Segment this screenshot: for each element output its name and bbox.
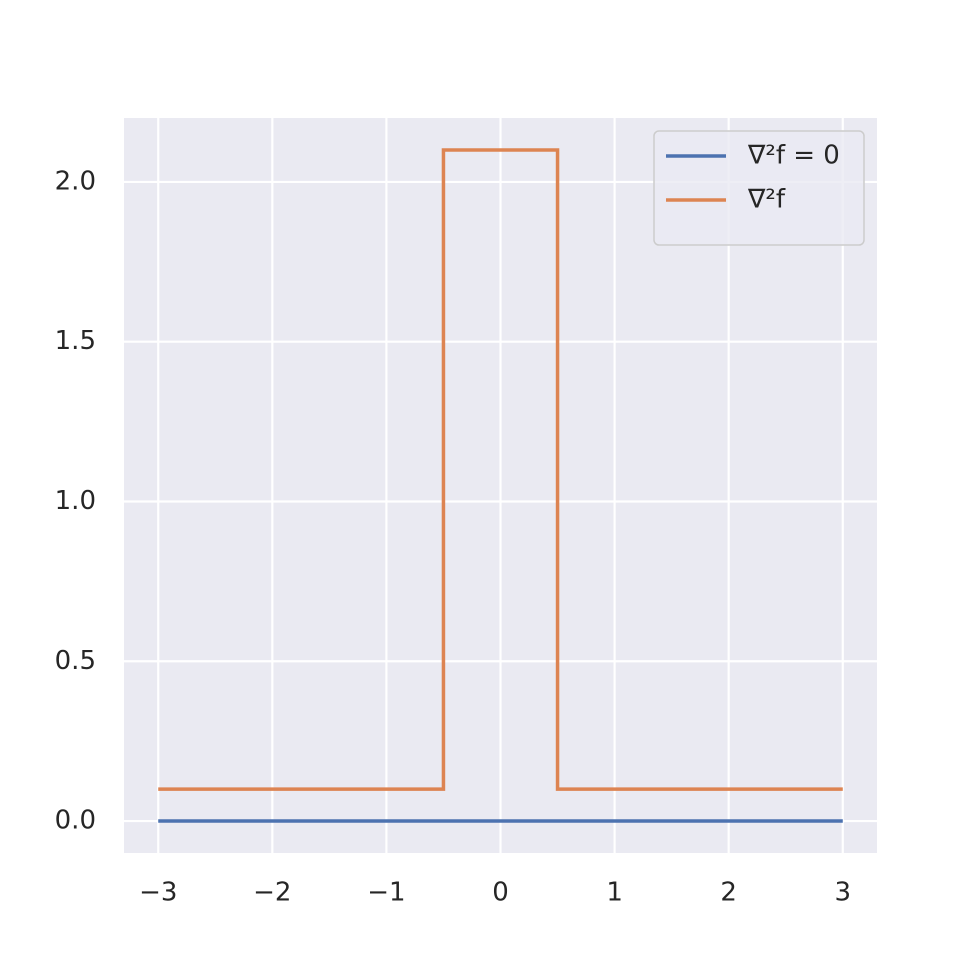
x-tick-label: 0 [492,878,509,908]
legend-box [653,130,865,246]
y-tick-label: 0.5 [55,646,96,676]
line [158,148,843,791]
legend-label: ∇²f [747,185,786,215]
y-tick-label: 1.5 [55,326,96,356]
x-tick-label: 3 [834,878,851,908]
y-tick-label: 2.0 [55,166,96,196]
legend: ∇²f = 0 ∇²f [653,130,865,246]
y-tick-label: 1.0 [55,486,96,516]
legend-label: ∇²f = 0 [747,141,840,171]
y-tick-label: 0.0 [55,806,96,836]
x-tick-label: 2 [720,878,737,908]
x-tick-label: −1 [367,878,405,908]
x-tick-label: −2 [253,878,291,908]
x-tick-label: −3 [139,878,177,908]
x-tick-label: 1 [606,878,623,908]
